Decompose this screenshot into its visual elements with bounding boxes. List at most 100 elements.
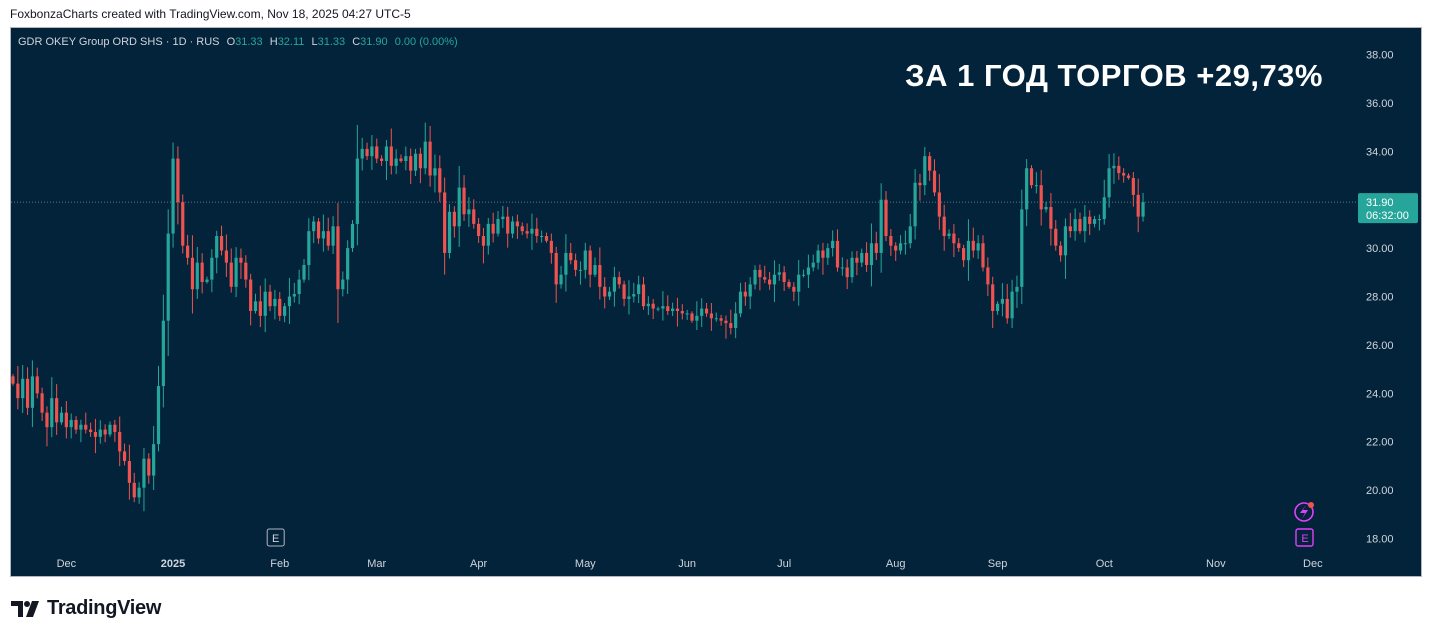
candle-body[interactable] bbox=[884, 199, 888, 236]
candle-body[interactable] bbox=[59, 412, 64, 423]
candle-body[interactable] bbox=[205, 279, 209, 282]
candle-body[interactable] bbox=[84, 424, 88, 430]
candle-body[interactable] bbox=[389, 146, 393, 166]
candle-body[interactable] bbox=[229, 262, 233, 287]
candle-body[interactable] bbox=[16, 383, 20, 399]
candle-body[interactable] bbox=[622, 284, 626, 299]
chart-panel[interactable] bbox=[10, 27, 1422, 577]
candle-body[interactable] bbox=[617, 277, 621, 285]
candle-body[interactable] bbox=[724, 320, 728, 324]
candle-body[interactable] bbox=[680, 311, 684, 314]
candle-body[interactable] bbox=[559, 274, 563, 285]
candle-body[interactable] bbox=[695, 315, 699, 321]
candle-body[interactable] bbox=[1136, 194, 1140, 217]
candle-body[interactable] bbox=[865, 252, 869, 266]
candle-body[interactable] bbox=[1112, 165, 1116, 169]
candle-body[interactable] bbox=[704, 308, 709, 314]
candle-body[interactable] bbox=[966, 240, 971, 261]
candle-body[interactable] bbox=[365, 148, 369, 157]
candle-body[interactable] bbox=[108, 424, 112, 435]
candle-body[interactable] bbox=[283, 306, 287, 316]
candle-body[interactable] bbox=[1088, 216, 1092, 224]
candle-body[interactable] bbox=[409, 156, 413, 171]
candle-body[interactable] bbox=[171, 158, 175, 234]
candle-body[interactable] bbox=[21, 378, 25, 399]
candle-body[interactable] bbox=[850, 257, 854, 278]
candle-body[interactable] bbox=[831, 240, 835, 249]
candle-body[interactable] bbox=[423, 141, 427, 169]
candle-body[interactable] bbox=[661, 306, 665, 309]
candle-body[interactable] bbox=[690, 313, 694, 321]
candle-body[interactable] bbox=[719, 318, 723, 321]
candle-body[interactable] bbox=[845, 267, 849, 278]
candle-body[interactable] bbox=[894, 245, 898, 251]
candle-body[interactable] bbox=[438, 168, 442, 193]
candle-body[interactable] bbox=[491, 223, 495, 234]
candle-body[interactable] bbox=[98, 429, 102, 437]
candle-body[interactable] bbox=[384, 146, 389, 161]
candle-body[interactable] bbox=[1073, 219, 1077, 232]
candle-body[interactable] bbox=[806, 267, 810, 275]
candle-body[interactable] bbox=[816, 250, 820, 263]
candle-body[interactable] bbox=[937, 192, 941, 217]
candle-body[interactable] bbox=[253, 301, 258, 312]
candle-body[interactable] bbox=[137, 487, 141, 498]
candle-body[interactable] bbox=[627, 296, 631, 299]
candle-body[interactable] bbox=[89, 429, 93, 433]
candle-body[interactable] bbox=[1025, 168, 1029, 210]
candle-body[interactable] bbox=[632, 294, 636, 297]
candle-body[interactable] bbox=[607, 291, 612, 297]
candle-body[interactable] bbox=[1131, 177, 1135, 195]
candle-body[interactable] bbox=[898, 243, 903, 251]
candle-body[interactable] bbox=[612, 277, 616, 292]
candle-body[interactable] bbox=[11, 376, 15, 384]
candle-body[interactable] bbox=[161, 320, 165, 387]
candle-body[interactable] bbox=[995, 303, 1000, 312]
candle-body[interactable] bbox=[69, 419, 73, 428]
candle-body[interactable] bbox=[510, 221, 515, 234]
candle-body[interactable] bbox=[481, 236, 486, 246]
candle-body[interactable] bbox=[258, 301, 262, 316]
candle-body[interactable] bbox=[797, 274, 801, 292]
candle-body[interactable] bbox=[122, 451, 127, 462]
candle-body[interactable] bbox=[127, 461, 131, 483]
candle-body[interactable] bbox=[147, 458, 151, 476]
candle-body[interactable] bbox=[530, 228, 534, 234]
tradingview-logo[interactable]: TradingView bbox=[11, 597, 161, 620]
candle-body[interactable] bbox=[1005, 298, 1009, 319]
candle-body[interactable] bbox=[1044, 206, 1048, 210]
candle-body[interactable] bbox=[588, 250, 592, 275]
candle-body[interactable] bbox=[598, 265, 602, 287]
candle-body[interactable] bbox=[1122, 173, 1126, 176]
candle-body[interactable] bbox=[874, 243, 878, 253]
candle-body[interactable] bbox=[360, 148, 364, 159]
candle-body[interactable] bbox=[1015, 286, 1019, 292]
candle-body[interactable] bbox=[1117, 165, 1121, 174]
candle-body[interactable] bbox=[971, 240, 975, 251]
candle-body[interactable] bbox=[30, 376, 34, 408]
candle-body[interactable] bbox=[268, 291, 272, 307]
candle-body[interactable] bbox=[292, 294, 296, 297]
candle-body[interactable] bbox=[418, 153, 422, 169]
candle-body[interactable] bbox=[986, 267, 990, 285]
candle-body[interactable] bbox=[637, 284, 641, 295]
candle-body[interactable] bbox=[93, 432, 98, 437]
candle-body[interactable] bbox=[957, 243, 961, 249]
candle-body[interactable] bbox=[506, 216, 510, 234]
candle-body[interactable] bbox=[554, 252, 558, 285]
candle-body[interactable] bbox=[748, 284, 752, 297]
candle-body[interactable] bbox=[840, 267, 844, 269]
candle-body[interactable] bbox=[583, 250, 587, 270]
candle-body[interactable] bbox=[25, 378, 30, 408]
candle-body[interactable] bbox=[1063, 226, 1068, 256]
candle-body[interactable] bbox=[1039, 185, 1043, 210]
candle-body[interactable] bbox=[923, 156, 927, 186]
candle-body[interactable] bbox=[472, 209, 476, 224]
candle-body[interactable] bbox=[64, 412, 68, 428]
candle-body[interactable] bbox=[263, 291, 267, 316]
candle-body[interactable] bbox=[346, 248, 350, 280]
candle-body[interactable] bbox=[651, 303, 655, 309]
candle-body[interactable] bbox=[656, 308, 660, 310]
candle-body[interactable] bbox=[903, 243, 907, 245]
